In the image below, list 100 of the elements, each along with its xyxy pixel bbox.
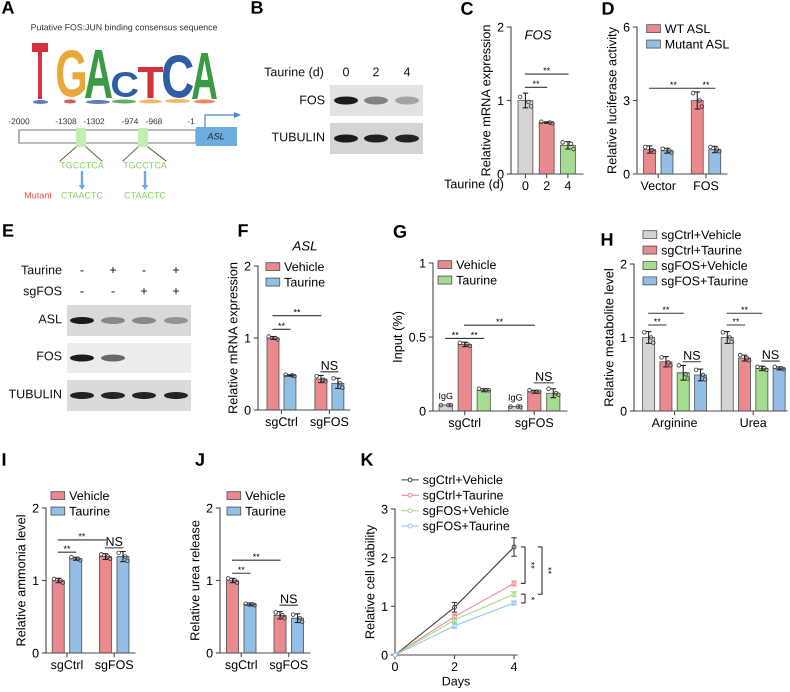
text: J	[195, 453, 204, 466]
x-tick-label: Arginine	[652, 418, 697, 430]
y-tick-label: 2	[206, 504, 212, 513]
text: I	[2, 453, 6, 466]
x-tick-label: sgCtrl	[266, 416, 297, 429]
y-tick-label: 2	[32, 504, 38, 513]
y-tick-label: 0	[382, 650, 388, 660]
x-tick-label: sgFOS	[310, 417, 348, 429]
text: TGCCTCA	[123, 162, 167, 168]
legend-label: sgFOS+Taurine	[661, 276, 748, 288]
legend-label: Vehicle	[284, 262, 324, 272]
text: TUBULIN	[8, 390, 61, 398]
legend-label: sgCtrl+Taurine	[422, 490, 504, 502]
text: -2000	[8, 118, 30, 124]
text: *	[531, 596, 535, 600]
text: CTAACTC	[61, 192, 103, 198]
x-tick-label: sgCtrl	[448, 418, 480, 430]
x-tick-label: sgCtrl	[225, 660, 257, 672]
annotation: **	[662, 306, 670, 310]
text: A	[2, 1, 14, 14]
text: -	[80, 291, 84, 292]
text: ASL	[38, 314, 62, 324]
annotation: **	[654, 318, 661, 322]
x-tick-label: 0	[392, 662, 398, 672]
text: F	[238, 224, 248, 237]
x-tick-label: sgFOS	[95, 660, 134, 672]
text: **	[531, 562, 535, 569]
text: FOS	[300, 96, 324, 104]
legend-label: Taurine	[284, 277, 325, 287]
text: TGCCTCA	[60, 162, 104, 168]
text: sgFOS	[23, 286, 62, 298]
y-tick-label: 3	[382, 504, 388, 514]
legend-label: Vehicle	[456, 260, 496, 270]
text: K	[362, 453, 374, 466]
annotation: NS	[281, 594, 297, 604]
y-tick-label: 0	[620, 406, 627, 416]
x-tick-label: 0	[522, 181, 528, 190]
legend-label: sgCtrl+Vehicle	[422, 475, 502, 487]
legend-label: sgCtrl+Vehicle	[661, 230, 741, 242]
text: +	[172, 288, 180, 294]
chart-title: FOS	[524, 30, 552, 40]
legend-label: Taurine	[456, 275, 497, 285]
annotation: **	[78, 533, 86, 536]
annotation: NS	[536, 372, 552, 381]
annotation: **	[238, 566, 245, 570]
annotation: **	[702, 82, 710, 85]
annotation: **	[252, 554, 260, 557]
text: D	[602, 2, 614, 15]
y-tick-label: 0	[420, 406, 426, 416]
x-tick-label: sgCtrl	[51, 660, 82, 672]
x-tick-label: Vector	[640, 181, 676, 190]
y-tick-label: 1	[621, 333, 626, 342]
x-axis-title: Days	[442, 676, 470, 688]
x-tick-label: 2	[544, 181, 550, 190]
y-tick-label: 2	[382, 553, 388, 562]
annotation: IgG	[439, 392, 452, 401]
y-tick-label: 0	[624, 170, 630, 179]
annotation: **	[278, 322, 285, 326]
y-axis-title: Relative mRNA expression	[481, 25, 493, 176]
y-axis-title: Relative ammonia level	[16, 515, 26, 646]
x-tick-label: FOS	[694, 181, 718, 190]
annotation: NS	[684, 350, 700, 360]
annotation: **	[294, 309, 300, 312]
y-tick-label: 2	[244, 262, 250, 271]
y-axis-title: Relative mRNA expression	[228, 262, 240, 413]
text: G	[394, 225, 406, 238]
legend-label: Mutant ASL	[666, 40, 729, 49]
annotation: NS	[322, 361, 338, 370]
text: -1302	[84, 118, 104, 124]
x-tick-label: 4	[510, 662, 518, 672]
text: Taurine	[21, 265, 62, 274]
text: **	[548, 567, 552, 574]
x-tick-label: sgFOS	[515, 418, 554, 430]
legend-label: Taurine	[69, 506, 110, 516]
text: Mutant	[24, 192, 52, 198]
y-tick-label: 1	[498, 96, 504, 106]
text: -1308	[56, 118, 76, 124]
y-tick-label: 0	[32, 648, 39, 658]
legend-label: Vehicle	[245, 491, 285, 500]
annotation: **	[452, 332, 459, 336]
x-tick-label: sgFOS	[270, 660, 308, 672]
y-tick-label: 0.5	[409, 332, 426, 342]
annotation: **	[64, 546, 70, 549]
text: ASL	[207, 133, 224, 140]
text: +	[172, 267, 180, 274]
legend-label: sgFOS+Vehicle	[661, 260, 748, 272]
annotation: **	[496, 318, 503, 322]
annotation: **	[543, 67, 550, 71]
text: B	[252, 1, 263, 14]
y-axis-title: Input (%)	[392, 312, 405, 362]
legend-label: sgFOS+Vehicle	[422, 506, 509, 518]
y-tick-label: 1	[382, 602, 388, 611]
text: Taurine (d)	[264, 67, 324, 79]
text: CTAACTC	[124, 192, 166, 198]
y-tick-label: 1	[245, 334, 250, 343]
chart-title: ASL	[292, 241, 317, 251]
text: -	[111, 291, 115, 292]
annotation: **	[470, 332, 478, 336]
text: 0	[343, 68, 349, 76]
text: -968	[146, 118, 162, 124]
